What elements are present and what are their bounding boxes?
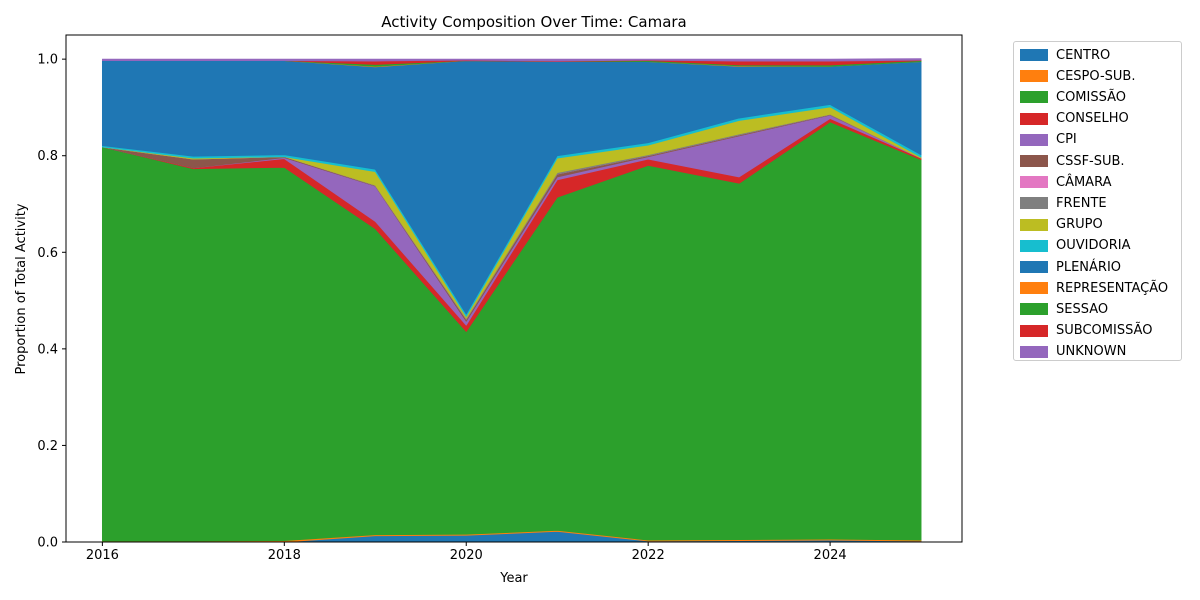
legend-item: SUBCOMISSÃO	[1020, 322, 1152, 340]
x-tick-label: 2016	[86, 548, 119, 563]
legend-label: COMISSÃO	[1056, 89, 1127, 105]
legend-label: CSSF-SUB.	[1056, 153, 1125, 169]
legend-label: FRENTE	[1056, 195, 1107, 211]
legend-swatch	[1020, 133, 1048, 146]
legend-swatch	[1020, 197, 1048, 210]
legend-label: PLENÁRIO	[1056, 259, 1122, 275]
legend-label: CESPO-SUB.	[1056, 68, 1136, 84]
chart-title: Activity Composition Over Time: Camara	[381, 13, 687, 31]
legend-item: CSSF-SUB.	[1020, 152, 1125, 170]
legend-swatch	[1020, 282, 1048, 295]
legend-label: UNKNOWN	[1056, 344, 1127, 360]
legend-item: CONSELHO	[1020, 110, 1129, 128]
legend-label: REPRESENTAÇÃO	[1056, 280, 1169, 296]
y-tick-label: 0.0	[37, 536, 58, 551]
legend-swatch	[1020, 218, 1048, 231]
y-tick-label: 0.2	[37, 439, 58, 454]
legend-label: SESSAO	[1056, 301, 1109, 317]
x-tick-label: 2020	[450, 548, 483, 563]
x-tick-label: 2022	[632, 548, 665, 563]
legend-label: CÂMARA	[1056, 174, 1112, 190]
legend-item: CÂMARA	[1020, 173, 1111, 191]
area-layers	[101, 58, 922, 543]
legend-item: CENTRO	[1020, 46, 1110, 64]
x-tick-label: 2018	[268, 548, 301, 563]
y-tick-label: 0.8	[37, 149, 58, 164]
y-tick-label: 0.6	[37, 246, 58, 261]
legend-swatch	[1020, 239, 1048, 252]
x-axis-label: Year	[499, 571, 528, 586]
legend-swatch	[1020, 70, 1048, 83]
legend-swatch	[1020, 345, 1048, 358]
legend-swatch	[1020, 112, 1048, 125]
legend-label: CONSELHO	[1056, 111, 1129, 127]
legend-swatch	[1020, 176, 1048, 189]
legend-swatch	[1020, 303, 1048, 316]
legend: CENTRO CESPO-SUB. COMISSÃO CONSELHO CPI CSSF-…	[1013, 41, 1182, 361]
legend-item: SESSAO	[1020, 300, 1108, 318]
legend-swatch	[1020, 261, 1048, 273]
legend-item: GRUPO	[1020, 216, 1103, 234]
legend-item: CESPO-SUB.	[1020, 67, 1136, 85]
legend-item: COMISSÃO	[1020, 88, 1126, 106]
legend-label: SUBCOMISSÃO	[1056, 323, 1153, 339]
legend-item: PLENÁRIO	[1020, 258, 1121, 276]
area-series-unknown	[101, 58, 922, 62]
plot-frame	[65, 34, 963, 543]
legend-label: CPI	[1056, 132, 1077, 148]
y-axis-label: Proportion of Total Activity	[14, 203, 29, 374]
legend-swatch	[1020, 324, 1048, 337]
y-axis-ticks: 0.0 0.2 0.4 0.6 0.8 1.0	[37, 53, 66, 551]
y-tick-label: 0.4	[37, 342, 58, 357]
legend-item: OUVIDORIA	[1020, 237, 1130, 255]
legend-label: CENTRO	[1056, 47, 1111, 63]
legend-label: GRUPO	[1056, 217, 1103, 233]
legend-label: OUVIDORIA	[1056, 238, 1131, 254]
legend-item: CPI	[1020, 131, 1077, 149]
x-axis-ticks: 2016 2018 2020 2022 2024	[86, 542, 847, 563]
x-tick-label: 2024	[814, 548, 847, 563]
legend-item: UNKNOWN	[1020, 343, 1126, 361]
legend-item: FRENTE	[1020, 194, 1107, 212]
legend-swatch	[1020, 91, 1048, 104]
legend-swatch	[1020, 155, 1048, 167]
legend-swatch	[1020, 49, 1048, 61]
legend-item: REPRESENTAÇÃO	[1020, 279, 1168, 297]
y-tick-label: 1.0	[37, 53, 58, 68]
